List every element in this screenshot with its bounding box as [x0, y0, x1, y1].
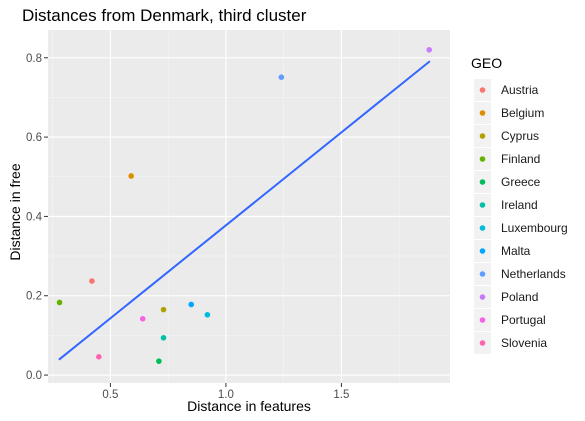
legend-swatch-greece	[479, 179, 486, 185]
legend-label-netherlands: Netherlands	[501, 267, 566, 281]
point-portugal	[139, 315, 146, 322]
point-ireland	[160, 334, 167, 341]
point-poland	[426, 47, 433, 53]
point-belgium	[128, 173, 134, 179]
x-tick-label: 1.0	[218, 389, 234, 401]
point-austria	[89, 278, 95, 284]
legend-label-ireland: Ireland	[501, 198, 538, 212]
minor-gridlines	[48, 30, 450, 383]
legend-swatch-ireland	[479, 202, 486, 208]
y-tick-label: 0.4	[26, 211, 43, 223]
legend-swatch-belgium	[479, 110, 486, 116]
legend-label-luxembourg: Luxembourg	[501, 221, 568, 235]
major-gridlines	[48, 30, 450, 383]
x-axis-ticks: 0.5 1.0 1.5	[102, 383, 349, 401]
legend-swatch-malta	[479, 248, 486, 254]
legend-label-greece: Greece	[501, 175, 541, 189]
legend-label-belgium: Belgium	[501, 106, 544, 120]
legend-swatch-poland	[479, 294, 486, 300]
legend-swatch-netherlands	[479, 271, 486, 277]
point-slovenia	[96, 354, 102, 360]
chart-title: Distances from Denmark, third cluster	[22, 6, 307, 25]
y-tick-label: 0.8	[26, 53, 42, 65]
point-luxembourg	[204, 311, 211, 318]
legend-label-finland: Finland	[501, 152, 540, 166]
y-tick-label: 0.0	[26, 370, 42, 382]
legend-label-malta: Malta	[501, 244, 531, 258]
legend-title: GEO	[471, 55, 502, 71]
legend-label-cyprus: Cyprus	[501, 129, 539, 143]
y-axis-title: Distance in free	[7, 163, 23, 260]
y-axis-ticks: 0.0 0.2 0.4 0.6 0.8	[26, 53, 48, 382]
legend-label-austria: Austria	[501, 83, 539, 97]
legend-label-portugal: Portugal	[501, 313, 546, 327]
y-tick-label: 0.6	[26, 132, 42, 144]
trend-line-group	[58, 60, 431, 361]
legend-swatch-austria	[479, 87, 486, 93]
legend-label-slovenia: Slovenia	[501, 336, 547, 350]
legend-swatch-cyprus	[479, 133, 486, 139]
point-finland	[56, 299, 63, 306]
data-points	[56, 47, 433, 364]
legend-swatch-luxembourg	[479, 225, 486, 231]
x-tick-label: 0.5	[102, 389, 118, 401]
point-netherlands	[278, 74, 285, 80]
x-axis-title: Distance in features	[187, 398, 311, 414]
trend-line	[58, 60, 431, 361]
legend-swatch-slovenia	[479, 340, 486, 346]
x-tick-label: 1.5	[333, 389, 349, 401]
point-cyprus	[160, 306, 167, 313]
legend-swatch-portugal	[479, 317, 486, 323]
y-tick-label: 0.2	[26, 291, 42, 303]
legend-label-poland: Poland	[501, 290, 538, 304]
point-malta	[188, 301, 195, 308]
legend-swatch-finland	[479, 156, 486, 162]
point-greece	[156, 358, 162, 364]
legend: GEO Austria Belgium Cyprus Finland Greece Ire…	[471, 55, 568, 354]
